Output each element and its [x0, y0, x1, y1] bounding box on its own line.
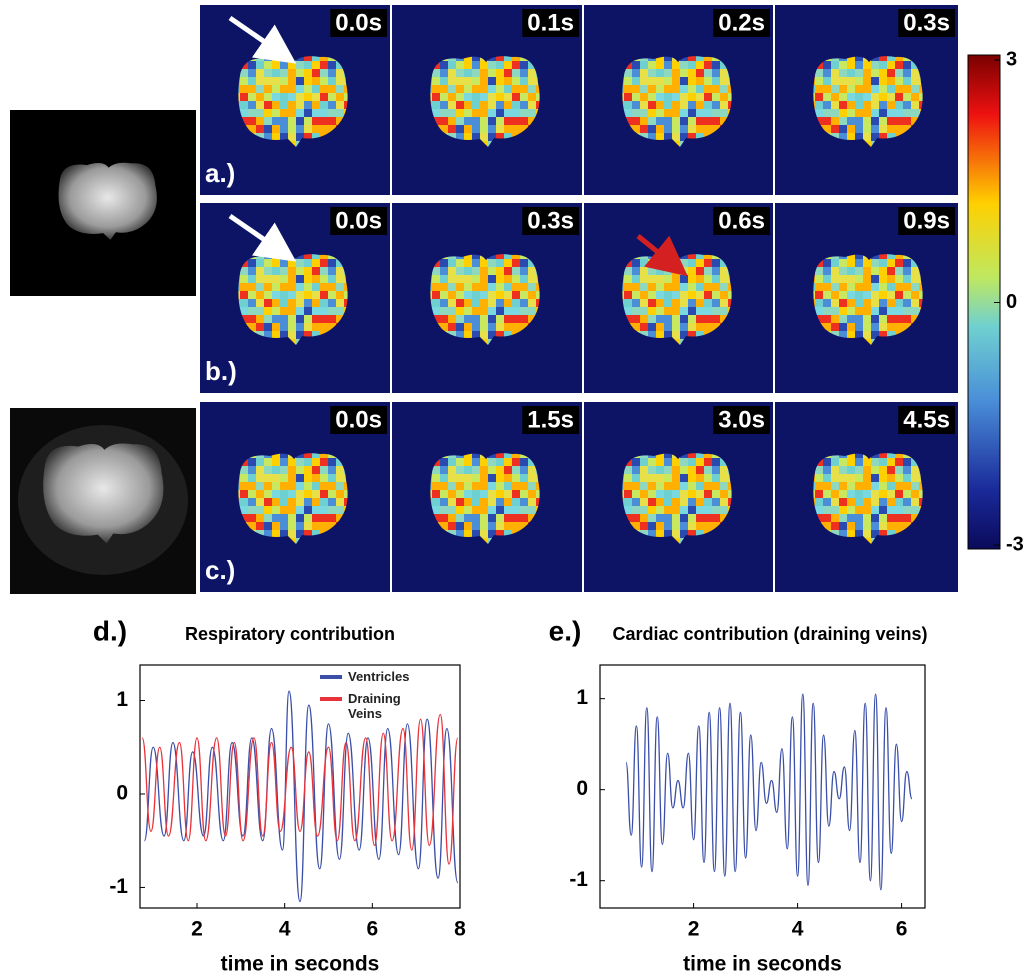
colorbar-tick-label: -3 — [1006, 533, 1024, 555]
panel-label: a.) — [205, 158, 235, 188]
x-tick-label: 2 — [191, 918, 203, 941]
x-tick-label: 4 — [279, 918, 291, 941]
panel-label: d.) — [93, 615, 127, 646]
time-label: 1.5s — [527, 406, 574, 433]
time-label: 0.2s — [718, 9, 765, 36]
x-tick-label: 6 — [366, 918, 378, 941]
x-tick-label: 6 — [896, 918, 908, 941]
chart-title: Cardiac contribution (draining veins) — [612, 624, 927, 644]
legend-label: Draining Veins — [348, 691, 410, 721]
time-label: 0.0s — [335, 207, 382, 234]
x-axis-label: time in seconds — [221, 953, 380, 976]
x-tick-label: 2 — [688, 918, 700, 941]
figure: 0.0s 0.1s 0.2s 0.3s a.) 0.0s 0.3s 0.6s 0.9s b.) 0.… — [0, 0, 1029, 977]
x-tick-label: 4 — [792, 918, 804, 941]
time-label: 0.3s — [527, 207, 574, 234]
time-label: 4.5s — [903, 406, 950, 433]
legend-label: Ventricles — [348, 669, 410, 684]
y-tick-label: -1 — [569, 868, 588, 891]
time-label: 0.9s — [903, 207, 950, 234]
time-label: 0.3s — [903, 9, 950, 36]
time-label: 0.1s — [527, 9, 574, 36]
x-tick-label: 8 — [454, 918, 466, 941]
data-line — [626, 694, 912, 890]
time-label: 0.0s — [335, 9, 382, 36]
colorbar-tick-label: 3 — [1006, 48, 1017, 70]
time-label: 0.6s — [718, 207, 765, 234]
panel-label: e.) — [549, 615, 582, 646]
y-tick-label: 0 — [576, 777, 588, 800]
y-tick-label: -1 — [109, 875, 128, 898]
panel-label: b.) — [205, 356, 237, 386]
x-axis-label: time in seconds — [683, 953, 842, 976]
time-label: 3.0s — [718, 406, 765, 433]
colorbar-tick-label: 0 — [1006, 291, 1017, 313]
chart-title: Respiratory contribution — [185, 624, 395, 644]
y-tick-label: 1 — [116, 688, 128, 711]
time-label: 0.0s — [335, 406, 382, 433]
y-tick-label: 1 — [576, 686, 588, 709]
y-tick-label: 0 — [116, 782, 128, 805]
legend-entry: Draining Veins — [348, 691, 438, 731]
panel-label: c.) — [205, 555, 235, 585]
